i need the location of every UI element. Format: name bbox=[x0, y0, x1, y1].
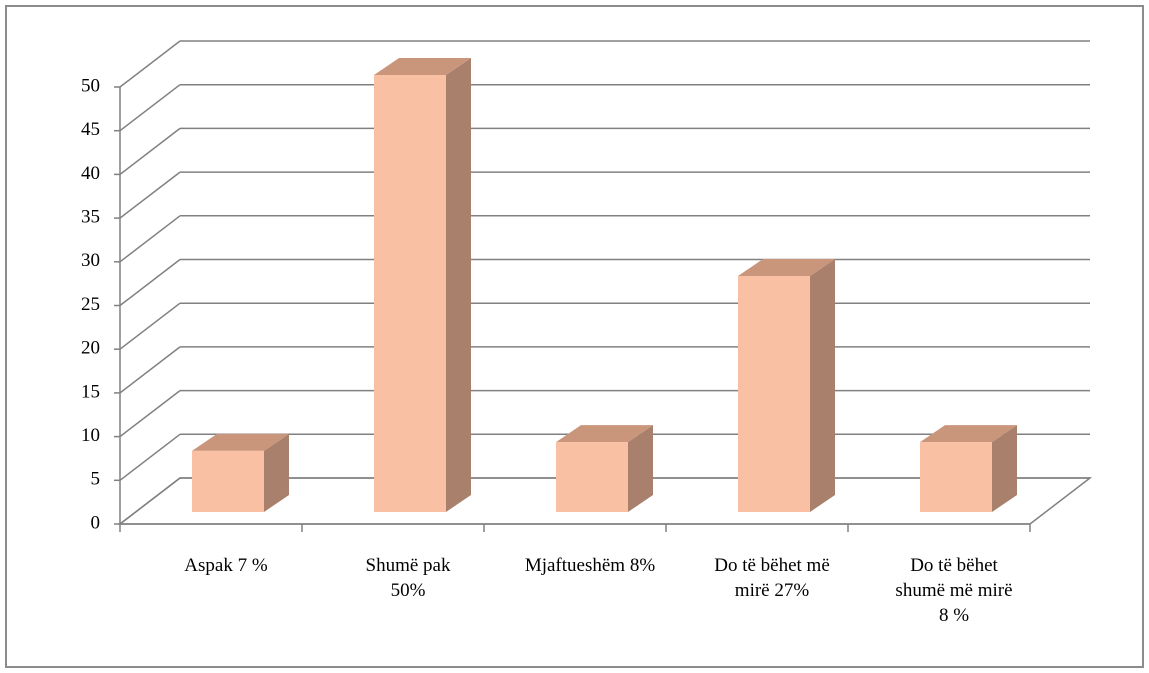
grid-line bbox=[119, 258, 181, 307]
grid-line bbox=[119, 390, 181, 438]
y-tick-label: 0 bbox=[91, 512, 101, 533]
y-tick-label: 45 bbox=[81, 119, 100, 140]
x-tick-label: Do të bëhet shumë më mirë 8 % bbox=[895, 555, 1013, 626]
grid-line bbox=[119, 84, 181, 132]
y-tick-label: 25 bbox=[81, 294, 100, 315]
y-tick-label: 5 bbox=[91, 469, 101, 490]
y-tick-label: 35 bbox=[81, 206, 100, 227]
x-tick-label: Shumë pak 50% bbox=[365, 555, 451, 601]
bar-top bbox=[920, 425, 1017, 443]
y-tick-label: 40 bbox=[81, 163, 100, 184]
bar-side bbox=[264, 433, 289, 512]
grid-line bbox=[119, 302, 181, 350]
grid-line bbox=[119, 171, 181, 219]
grid-line bbox=[119, 477, 181, 525]
bar-top bbox=[192, 433, 289, 451]
bar-top bbox=[738, 259, 835, 277]
bar-side bbox=[446, 58, 471, 512]
bar bbox=[192, 450, 264, 512]
bar-top bbox=[556, 425, 653, 443]
grid-line bbox=[119, 215, 181, 263]
bar bbox=[920, 442, 992, 512]
bar-side bbox=[628, 425, 653, 512]
grid-line bbox=[119, 433, 181, 481]
x-tick-label: Aspak 7 % bbox=[184, 555, 268, 576]
x-tick-label: Do të bëhet më mirë 27% bbox=[714, 555, 830, 601]
y-tick-label: 20 bbox=[81, 338, 100, 359]
bar bbox=[738, 276, 810, 512]
bar bbox=[374, 75, 446, 512]
bar-side bbox=[992, 425, 1017, 512]
bar-side bbox=[810, 259, 835, 512]
y-tick-label: 30 bbox=[81, 250, 100, 271]
y-tick-label: 10 bbox=[81, 425, 100, 446]
frame bbox=[5, 5, 1144, 668]
grid-line bbox=[119, 127, 181, 175]
bar bbox=[556, 442, 628, 512]
grid-line bbox=[119, 40, 181, 88]
x-tick-label: Mjaftueshëm 8% bbox=[524, 555, 656, 576]
y-tick-label: 15 bbox=[81, 381, 100, 402]
y-tick-label: 50 bbox=[81, 75, 100, 96]
grid-line bbox=[119, 346, 181, 394]
bar-top bbox=[374, 58, 471, 75]
